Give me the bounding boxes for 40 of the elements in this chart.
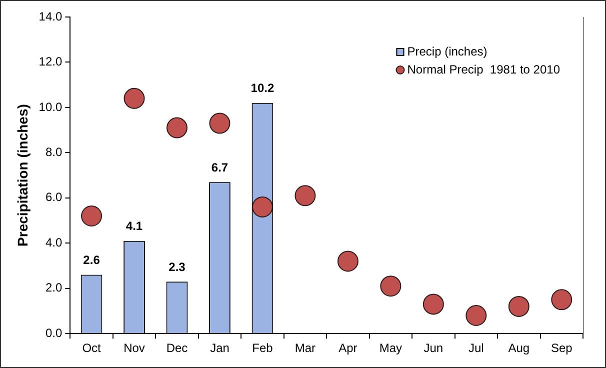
y-tick-label: 2.0 xyxy=(45,280,62,295)
point xyxy=(337,250,358,272)
point xyxy=(466,305,487,326)
legend-label: Precip (inches) xyxy=(407,44,488,58)
x-tick-label: Dec xyxy=(166,341,188,356)
point xyxy=(252,196,273,218)
y-tick-label: 14.0 xyxy=(38,9,62,24)
point xyxy=(551,289,572,310)
y-axis-title: Precipitation (inches) xyxy=(14,104,30,246)
data-label: 2.6 xyxy=(83,253,100,268)
point xyxy=(380,276,402,297)
data-label: 6.7 xyxy=(211,160,228,174)
point xyxy=(81,206,102,227)
x-tick-label: Mar xyxy=(294,341,316,356)
y-tick-label: 4.0 xyxy=(45,235,62,250)
data-label: 2.3 xyxy=(168,260,186,274)
y-tick-label: 10.0 xyxy=(38,100,62,114)
y-tick-label: 8.0 xyxy=(45,145,62,159)
x-tick-label: Feb xyxy=(252,341,274,356)
legend-label: Normal Precip 1981 to 2010 xyxy=(407,62,560,76)
point xyxy=(209,112,230,134)
y-tick-label: 12.0 xyxy=(38,54,62,69)
x-tick-label: Oct xyxy=(82,341,102,356)
point xyxy=(166,117,188,138)
data-label: 4.1 xyxy=(126,219,143,234)
point xyxy=(422,294,444,315)
x-tick-label: May xyxy=(379,341,402,356)
x-tick-label: Sep xyxy=(550,341,573,356)
x-tick-label: Jan xyxy=(210,341,230,356)
y-tick-label: 0.0 xyxy=(45,326,62,340)
x-tick-label: Aug xyxy=(508,341,530,356)
x-tick-label: Jun xyxy=(424,341,444,356)
x-tick-label: Jul xyxy=(468,341,484,356)
data-label: 10.2 xyxy=(250,81,274,96)
point xyxy=(124,88,145,109)
point xyxy=(508,296,530,317)
point xyxy=(294,185,316,206)
y-tick-label: 6.0 xyxy=(45,190,62,204)
x-tick-label: Apr xyxy=(338,341,358,356)
x-tick-label: Nov xyxy=(124,341,145,356)
